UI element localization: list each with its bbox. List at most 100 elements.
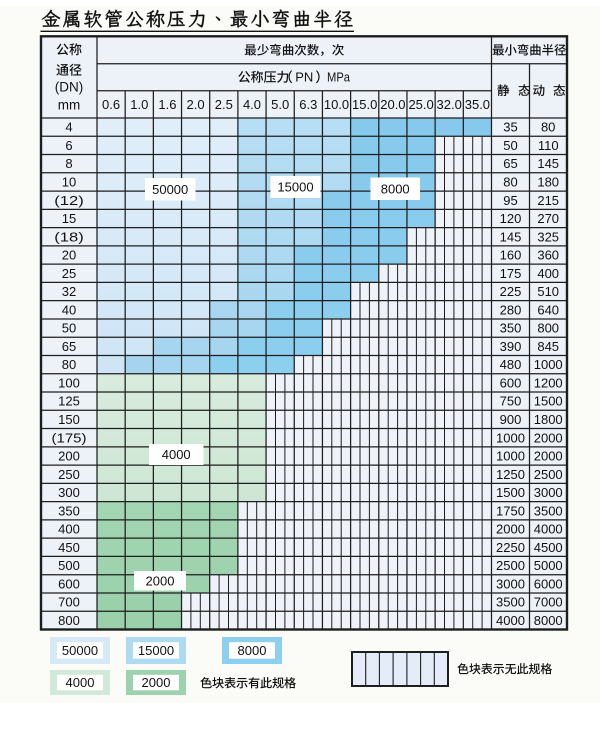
svg-text:(175): (175)	[52, 430, 87, 445]
svg-text:MPa: MPa	[327, 70, 351, 85]
svg-text:1000: 1000	[496, 430, 525, 445]
svg-text:5.0: 5.0	[271, 97, 289, 112]
svg-text:15000: 15000	[138, 643, 174, 658]
svg-text:(12): (12)	[54, 193, 84, 208]
svg-text:1500: 1500	[496, 485, 525, 500]
svg-text:390: 390	[500, 339, 522, 354]
svg-text:0.6: 0.6	[102, 97, 120, 112]
svg-text:PN: PN	[295, 70, 313, 85]
svg-text:4000: 4000	[496, 613, 525, 628]
svg-text:(18): (18)	[54, 229, 84, 244]
svg-text:750: 750	[500, 394, 522, 409]
svg-text:2000: 2000	[496, 522, 525, 537]
svg-text:3000: 3000	[534, 485, 563, 500]
svg-text:25: 25	[62, 266, 76, 281]
svg-text:1800: 1800	[534, 412, 563, 427]
svg-text:3500: 3500	[496, 595, 525, 610]
svg-text:65: 65	[503, 156, 517, 171]
svg-text:8000: 8000	[534, 613, 563, 628]
svg-text:1250: 1250	[496, 467, 525, 482]
svg-text:15000: 15000	[277, 180, 313, 195]
svg-text:200: 200	[58, 449, 80, 464]
svg-text:510: 510	[537, 284, 559, 299]
svg-text:2500: 2500	[534, 467, 563, 482]
svg-text:95: 95	[503, 193, 517, 208]
svg-text:7000: 7000	[534, 595, 563, 610]
svg-text:145: 145	[537, 156, 559, 171]
svg-text:3500: 3500	[534, 503, 563, 518]
svg-text:50: 50	[62, 321, 76, 336]
svg-text:8000: 8000	[238, 643, 267, 658]
svg-text:80: 80	[62, 357, 76, 372]
svg-text:15.0: 15.0	[352, 97, 377, 112]
svg-text:280: 280	[500, 302, 522, 317]
svg-text:8: 8	[65, 156, 72, 171]
svg-text:400: 400	[58, 522, 80, 537]
svg-text:175: 175	[500, 266, 522, 281]
svg-text:80: 80	[503, 175, 517, 190]
svg-text:1750: 1750	[496, 503, 525, 518]
svg-text:450: 450	[58, 540, 80, 555]
svg-text:6000: 6000	[534, 576, 563, 591]
svg-text:2.0: 2.0	[187, 97, 205, 112]
svg-text:225: 225	[500, 284, 522, 299]
svg-text:640: 640	[537, 302, 559, 317]
svg-text:2000: 2000	[142, 675, 171, 690]
svg-text:1500: 1500	[534, 394, 563, 409]
svg-text:40: 40	[62, 302, 76, 317]
svg-text:4500: 4500	[534, 540, 563, 555]
svg-text:110: 110	[538, 138, 559, 153]
svg-text:325: 325	[537, 229, 559, 244]
svg-text:180: 180	[537, 175, 559, 190]
svg-text:8000: 8000	[381, 181, 410, 196]
svg-text:10.0: 10.0	[324, 97, 349, 112]
svg-text:145: 145	[500, 229, 522, 244]
svg-text:65: 65	[62, 339, 76, 354]
svg-text:35: 35	[503, 120, 517, 135]
svg-text:160: 160	[500, 248, 522, 263]
svg-text:10: 10	[62, 175, 76, 190]
svg-text:400: 400	[537, 266, 559, 281]
svg-text:4000: 4000	[162, 447, 191, 462]
svg-text:2250: 2250	[496, 540, 525, 555]
svg-text:5000: 5000	[534, 558, 563, 573]
svg-text:250: 250	[58, 467, 80, 482]
svg-text:2500: 2500	[496, 558, 525, 573]
svg-text:4: 4	[65, 120, 72, 135]
svg-text:6.3: 6.3	[299, 97, 317, 112]
svg-text:80: 80	[541, 120, 555, 135]
svg-text:270: 270	[537, 211, 559, 226]
svg-text:500: 500	[58, 558, 80, 573]
svg-text:50: 50	[503, 138, 517, 153]
svg-text:300: 300	[58, 485, 80, 500]
svg-text:(DN): (DN)	[55, 79, 84, 94]
svg-text:32.0: 32.0	[437, 97, 462, 112]
svg-text:100: 100	[58, 376, 80, 391]
svg-text:480: 480	[500, 357, 522, 372]
svg-text:2000: 2000	[146, 573, 175, 588]
svg-text:700: 700	[58, 595, 80, 610]
svg-text:600: 600	[58, 576, 80, 591]
svg-text:350: 350	[500, 321, 522, 336]
svg-text:800: 800	[58, 613, 80, 628]
svg-text:845: 845	[537, 339, 559, 354]
svg-text:4000: 4000	[66, 675, 95, 690]
svg-text:4000: 4000	[534, 522, 563, 537]
svg-text:125: 125	[58, 394, 80, 409]
svg-text:1000: 1000	[534, 357, 563, 372]
svg-text:4.0: 4.0	[243, 97, 261, 112]
svg-text:1200: 1200	[534, 376, 563, 391]
svg-text:6: 6	[65, 138, 72, 153]
svg-text:50000: 50000	[152, 182, 188, 197]
svg-text:50000: 50000	[62, 643, 98, 658]
svg-text:2000: 2000	[534, 449, 563, 464]
svg-text:mm: mm	[58, 97, 81, 112]
svg-text:600: 600	[500, 376, 522, 391]
svg-text:1000: 1000	[496, 449, 525, 464]
svg-text:1.0: 1.0	[130, 97, 148, 112]
svg-text:360: 360	[537, 248, 559, 263]
svg-text:32: 32	[62, 284, 76, 299]
svg-text:800: 800	[537, 321, 559, 336]
svg-text:35.0: 35.0	[465, 97, 490, 112]
svg-text:25.0: 25.0	[408, 97, 433, 112]
